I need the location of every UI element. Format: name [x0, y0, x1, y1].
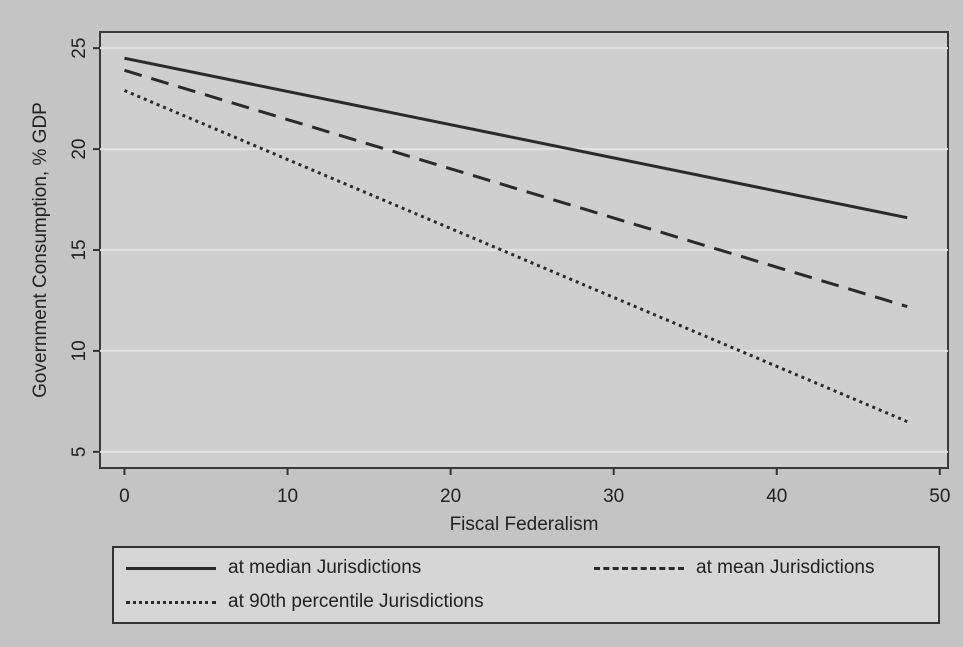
- legend-swatch-dotted: [126, 600, 216, 604]
- x-tick-label: 10: [277, 486, 298, 507]
- series-line-solid: [124, 56, 908, 220]
- x-tick-label: 40: [766, 486, 787, 507]
- series-line-dashed: [124, 68, 908, 308]
- legend-label-mean: at mean Jurisdictions: [696, 557, 875, 578]
- y-tick-label: 25: [69, 38, 90, 59]
- x-tick-label: 0: [119, 486, 130, 507]
- legend-swatch-dashed: [594, 566, 684, 570]
- legend-item-90th: at 90th percentile Jurisdictions: [126, 590, 484, 614]
- x-tick-label: 20: [440, 486, 461, 507]
- y-axis-title: Government Consumption, % GDP: [30, 102, 51, 398]
- legend-item-median: at median Jurisdictions: [126, 556, 421, 580]
- series-line-dotted: [123, 89, 908, 423]
- y-tick-label: 15: [69, 239, 90, 260]
- y-tick-label: 10: [69, 340, 90, 361]
- y-tick-label: 5: [69, 447, 90, 458]
- legend: at median Jurisdictions at mean Jurisdic…: [112, 546, 940, 624]
- legend-item-mean: at mean Jurisdictions: [594, 556, 874, 580]
- legend-label-90th: at 90th percentile Jurisdictions: [228, 591, 484, 612]
- legend-swatch-solid: [126, 566, 216, 570]
- y-tick-label: 20: [69, 139, 90, 160]
- x-tick-label: 50: [929, 486, 950, 507]
- x-tick-label: 30: [603, 486, 624, 507]
- legend-label-median: at median Jurisdictions: [228, 557, 422, 578]
- x-axis-title: Fiscal Federalism: [450, 514, 599, 535]
